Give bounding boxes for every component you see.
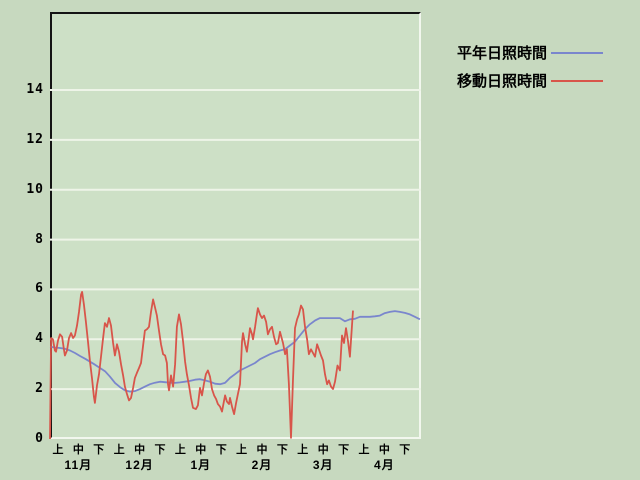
x-tick-label-9: 上 <box>236 444 248 456</box>
x-tick-label-2: 下 <box>93 444 105 456</box>
x-tick-label-13: 中 <box>317 444 329 456</box>
x-tick-label-3: 上 <box>113 444 125 456</box>
x-tick-label-0: 上 <box>52 444 64 456</box>
x-tick-label-7: 中 <box>195 444 207 456</box>
y-tick-label-6: 6 <box>35 281 44 297</box>
x-tick-label-1: 中 <box>72 444 84 456</box>
x-tick-label-12: 上 <box>297 444 309 456</box>
y-tick-label-2: 2 <box>35 381 44 397</box>
series-line-idou <box>49 290 354 440</box>
month-label-5: 3月 <box>312 458 334 472</box>
x-tick-label-11: 下 <box>276 444 288 456</box>
legend-label-1: 平年日照時間 <box>457 45 548 62</box>
month-label-6: 4月 <box>374 458 395 472</box>
legend-swatch-1 <box>551 51 603 54</box>
x-tick-label-6: 上 <box>174 444 186 456</box>
legend-item-2: 移動日照時間 <box>457 70 603 91</box>
y-tick-label-0: 0 <box>35 431 44 446</box>
y-tick-label-14: 14 <box>26 81 44 97</box>
legend-item-1: 平年日照時間 <box>457 42 603 63</box>
x-tick-label-14: 下 <box>338 444 350 456</box>
x-tick-label-17: 下 <box>399 444 411 456</box>
x-tick-label-8: 下 <box>215 444 227 456</box>
y-tick-label-4: 4 <box>35 331 44 347</box>
x-tick-label-10: 中 <box>256 444 268 456</box>
x-tick-label-5: 下 <box>154 444 166 456</box>
y-tick-label-12: 12 <box>26 131 44 147</box>
y-tick-label-8: 8 <box>35 231 44 247</box>
x-tick-label-16: 中 <box>378 444 390 456</box>
month-label-4: 2月 <box>251 458 273 472</box>
legend-label-2: 移動日照時間 <box>457 73 548 90</box>
month-label-1: 11月 <box>64 458 93 472</box>
plot-area <box>50 12 421 439</box>
series-line-heinen <box>49 310 421 393</box>
x-tick-label-4: 中 <box>134 444 146 456</box>
month-label-2: 12月 <box>125 458 154 472</box>
month-label-3: 1月 <box>190 458 212 472</box>
x-tick-label-15: 上 <box>358 444 370 456</box>
legend-swatch-2 <box>551 79 603 82</box>
y-tick-label-10: 10 <box>26 181 44 197</box>
